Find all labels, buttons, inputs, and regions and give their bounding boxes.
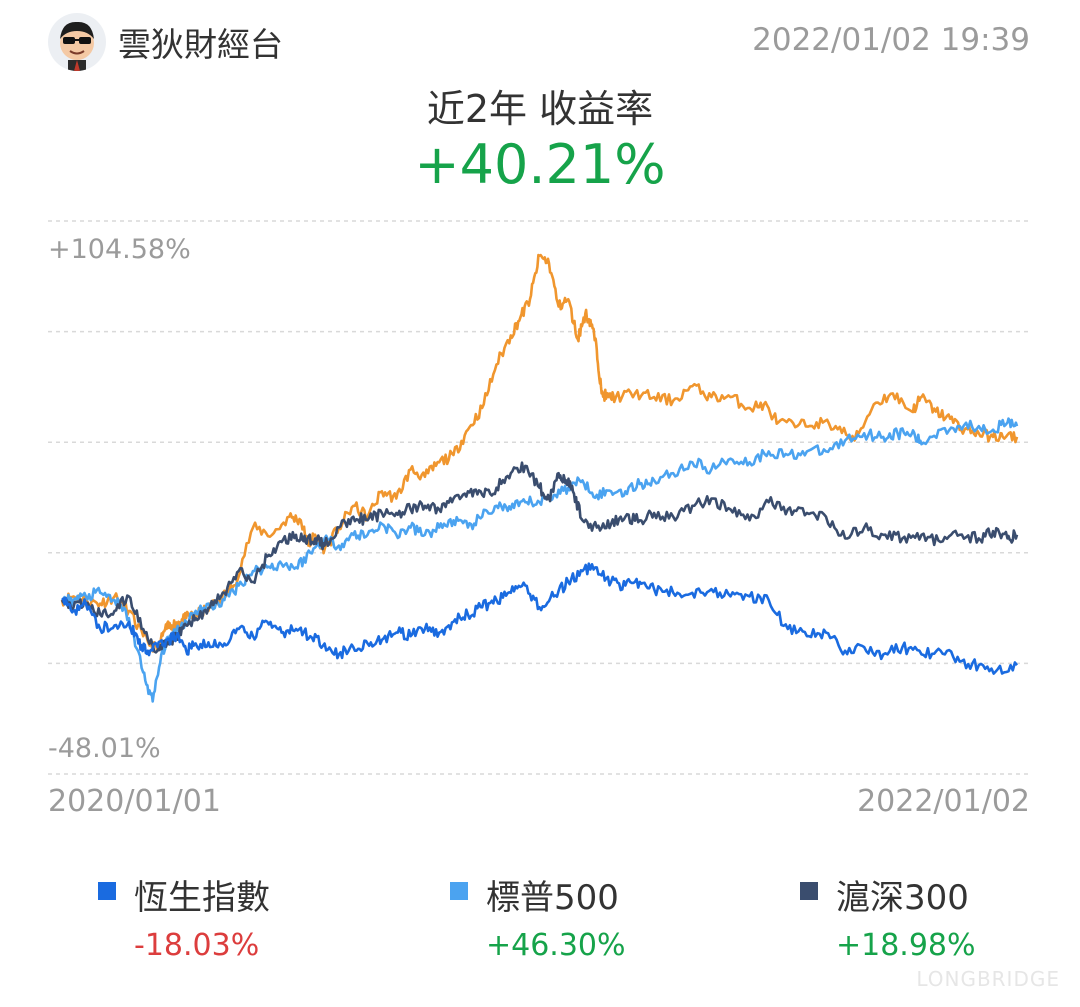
legend-label: 滬深300	[836, 878, 969, 918]
chart-series-lines	[60, 253, 1019, 703]
y-axis-min-label: -48.01%	[48, 733, 161, 764]
total-return-value: +40.21%	[414, 133, 666, 196]
watermark-logo: LONGBRIDGE	[916, 967, 1060, 991]
return-line-chart: +104.58% -48.01% 2020/01/01 2022/01/02	[48, 220, 1032, 819]
x-axis-start-label: 2020/01/01	[48, 784, 221, 819]
legend-change: +46.30%	[486, 928, 626, 963]
legend-swatch-csi300	[800, 882, 818, 900]
author-name[interactable]: 雲狄財經台	[118, 25, 283, 64]
y-axis-max-label: +104.58%	[48, 234, 191, 265]
x-axis-end-label: 2022/01/02	[857, 784, 1030, 819]
return-period-title: 近2年 收益率	[426, 87, 654, 131]
post-header: 雲狄財經台 2022/01/02 19:39	[0, 0, 1080, 90]
series-line-0	[60, 253, 1019, 653]
series-line-2	[60, 461, 1019, 654]
chart-gridlines	[48, 220, 1032, 775]
series-line-3	[61, 562, 1019, 675]
avatar[interactable]	[48, 13, 106, 71]
legend-swatch-hsi	[98, 882, 116, 900]
legend-label: 標普500	[486, 878, 619, 918]
series-line-1	[61, 417, 1019, 703]
legend-change: +18.98%	[836, 928, 976, 963]
legend-change: -18.03%	[134, 928, 260, 963]
legend-label: 恆生指數	[134, 878, 270, 918]
legend-swatch-sp500	[450, 882, 468, 900]
timestamp: 2022/01/02 19:39	[752, 22, 1030, 58]
